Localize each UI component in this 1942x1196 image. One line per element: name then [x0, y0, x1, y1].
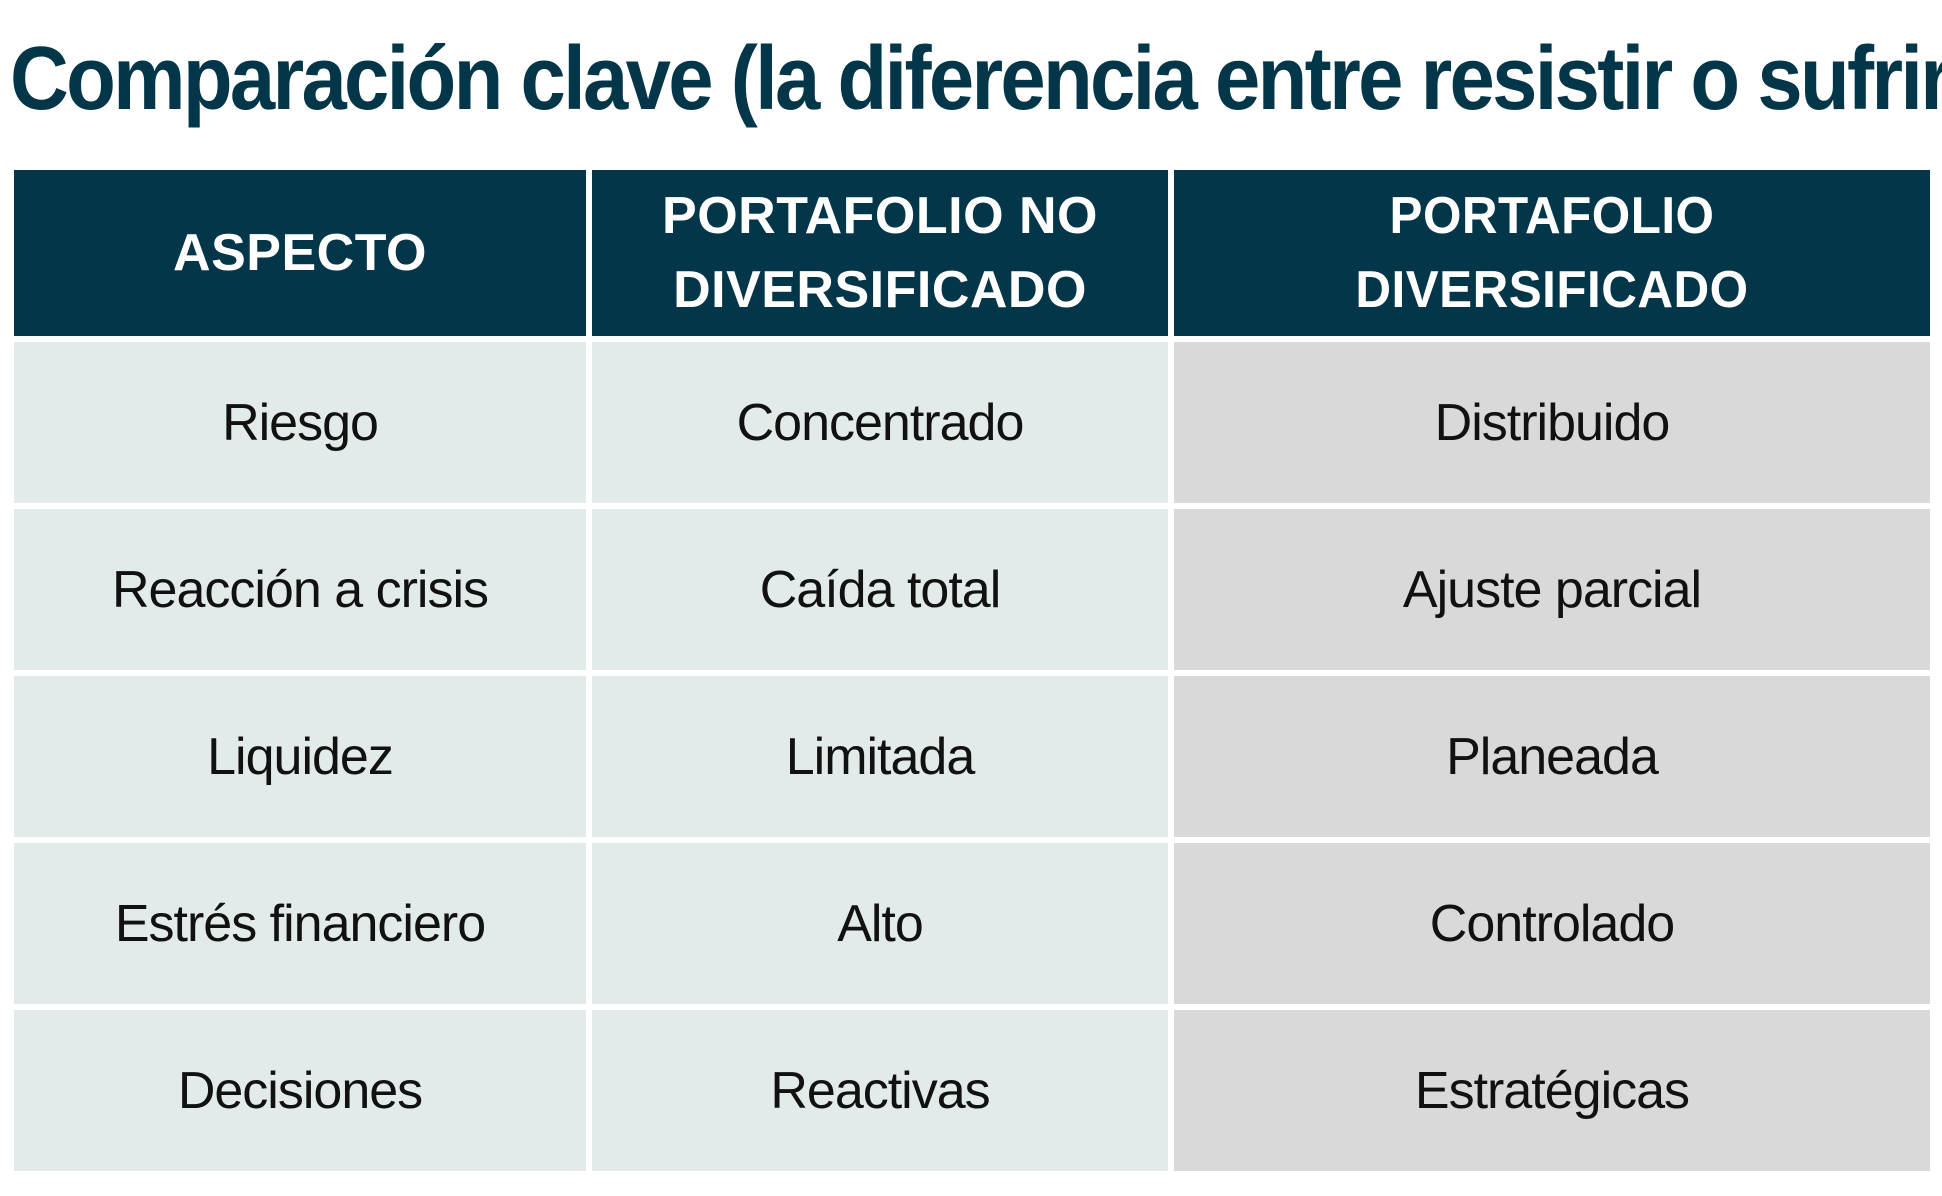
header-no-diversificado-label: PORTAFOLIO NO DIVERSIFICADO [662, 187, 1098, 319]
page-title: Comparación clave (la diferencia entre r… [10, 29, 1942, 129]
table-cell: Distribuido [1174, 342, 1930, 503]
table-cell: Decisiones [14, 1010, 586, 1171]
header-no-diversificado: PORTAFOLIO NO DIVERSIFICADO [592, 170, 1168, 336]
comparison-table: ASPECTO PORTAFOLIO NO DIVERSIFICADO PORT… [14, 170, 1930, 1171]
header-aspecto: ASPECTO [14, 170, 586, 336]
table-cell: Concentrado [592, 342, 1168, 503]
table-cell: Reactivas [592, 1010, 1168, 1171]
table-cell: Controlado [1174, 843, 1930, 1004]
header-aspecto-label: ASPECTO [173, 224, 427, 282]
table-cell: Reacción a crisis [14, 509, 586, 670]
table-cell: Alto [592, 843, 1168, 1004]
table-cell: Liquidez [14, 676, 586, 837]
table-cell: Estratégicas [1174, 1010, 1930, 1171]
table-cell: Riesgo [14, 342, 586, 503]
table-cell: Ajuste parcial [1174, 509, 1930, 670]
header-diversificado: PORTAFOLIO DIVERSIFICADO [1174, 170, 1930, 336]
table-cell: Planeada [1174, 676, 1930, 837]
table-cell: Estrés financiero [14, 843, 586, 1004]
header-diversificado-label: PORTAFOLIO DIVERSIFICADO [1355, 187, 1749, 319]
table-cell: Limitada [592, 676, 1168, 837]
table-cell: Caída total [592, 509, 1168, 670]
